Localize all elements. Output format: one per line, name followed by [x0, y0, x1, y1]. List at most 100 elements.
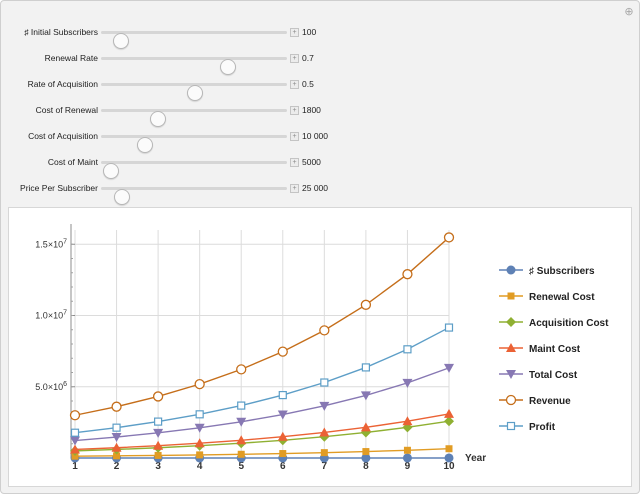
- profit-point: [112, 423, 121, 432]
- x-tick-label: 7: [322, 461, 328, 472]
- maint-cost-point: [402, 416, 413, 426]
- renewal-rate-slider[interactable]: [101, 57, 287, 75]
- revenue-line: [74, 236, 450, 416]
- maint-cost-legend-item: Maint Cost: [499, 343, 581, 355]
- rate-of-acquisition-expand-icon[interactable]: +: [290, 80, 299, 89]
- legend-label: Maint Cost: [529, 344, 581, 355]
- legend-label: ♯ Subscribers: [529, 266, 595, 277]
- cost-of-renewal-label: Cost of Renewal: [35, 105, 98, 115]
- rate-of-acquisition-slider-thumb[interactable]: [187, 85, 203, 101]
- cost-of-renewal-expand-icon[interactable]: +: [290, 106, 299, 115]
- profit-point: [70, 428, 80, 437]
- total-cost-line: [74, 367, 450, 442]
- initial-subscribers-slider-thumb[interactable]: [112, 33, 129, 49]
- revenue-point: [236, 364, 247, 375]
- x-tick-label: 3: [155, 461, 161, 472]
- price-per-subscriber-slider[interactable]: [101, 187, 287, 205]
- maint-cost-point: [236, 435, 247, 445]
- rate-of-acquisition-control: Rate of Acquisition +0.5: [1, 74, 361, 101]
- legend-swatch-marker: [506, 317, 516, 327]
- x-tick-label: 2: [114, 461, 120, 472]
- y-tick-label: 1.5×107: [35, 238, 67, 249]
- rate-of-acquisition-label: Rate of Acquisition: [27, 79, 98, 89]
- total-cost-point: [360, 391, 371, 401]
- initial-subscribers-label: ♯ Initial Subscribers: [24, 27, 98, 37]
- cost-of-acquisition-slider[interactable]: [101, 135, 287, 153]
- maint-cost-series: [70, 408, 454, 454]
- total-cost-point: [319, 401, 330, 411]
- maint-cost-point: [319, 427, 330, 437]
- cost-of-acquisition-expand-icon[interactable]: +: [290, 132, 299, 141]
- x-tick-label: 1: [72, 461, 78, 472]
- rate-of-acquisition-slider[interactable]: [101, 83, 287, 101]
- maint-cost-point: [444, 408, 454, 418]
- total-cost-point: [111, 433, 122, 443]
- renewal-cost-line: [74, 448, 450, 457]
- maint-cost-line: [74, 413, 450, 451]
- revenue-point: [277, 346, 288, 357]
- legend-swatch-marker: [505, 394, 517, 406]
- acquisition-cost-point: [319, 431, 330, 442]
- x-tick-label: 8: [363, 461, 369, 472]
- cost-of-acquisition-label: Cost of Acquisition: [28, 131, 98, 141]
- renewal-cost-legend-item: Renewal Cost: [499, 292, 595, 303]
- cost-of-renewal-value: 1800: [302, 105, 321, 115]
- revenue-point: [360, 299, 372, 310]
- legend-swatch-marker: [506, 370, 516, 379]
- total-cost-legend-item: Total Cost: [499, 370, 578, 381]
- cost-of-maint-label: Cost of Maint: [47, 157, 98, 167]
- renewal-cost-series: [71, 445, 453, 460]
- cost-of-maint-expand-icon[interactable]: +: [290, 158, 299, 167]
- initial-subscribers-slider[interactable]: [101, 31, 287, 49]
- y-tick-label: 5.0×106: [35, 381, 67, 392]
- legend-label: Profit: [529, 422, 556, 433]
- legend-swatch-marker: [506, 265, 516, 275]
- price-per-subscriber-expand-icon[interactable]: +: [290, 184, 299, 193]
- renewal-cost-point: [71, 452, 79, 460]
- rate-of-acquisition-value: 0.5: [302, 79, 314, 89]
- cost-of-maint-slider-thumb[interactable]: [103, 163, 120, 179]
- renewal-rate-slider-thumb[interactable]: [220, 59, 237, 75]
- legend-swatch-marker: [506, 421, 516, 431]
- renewal-cost-point: [362, 448, 370, 456]
- legend-label: Revenue: [529, 396, 571, 407]
- acquisition-cost-point: [444, 416, 454, 427]
- renewal-cost-point: [237, 450, 245, 458]
- renewal-rate-expand-icon[interactable]: +: [290, 54, 299, 63]
- profit-point: [154, 417, 163, 426]
- renewal-cost-point: [113, 452, 121, 460]
- subscribers-point: [361, 453, 371, 463]
- renewal-cost-point: [154, 451, 162, 459]
- initial-subscribers-expand-icon[interactable]: +: [290, 28, 299, 37]
- maint-cost-point: [277, 431, 288, 441]
- plot-area: 5.0×106 1.0×107 1.5×107 1 2 3 4 5 6 7 8 9 10 Year ♯ Su…: [8, 207, 632, 487]
- revenue-legend-item: Revenue: [499, 394, 571, 407]
- options-icon[interactable]: ⊕: [624, 6, 634, 18]
- x-tick-label: 6: [280, 461, 286, 472]
- profit-point: [444, 323, 454, 332]
- cost-of-maint-slider[interactable]: [101, 161, 287, 179]
- cost-of-acquisition-slider-thumb[interactable]: [136, 137, 153, 153]
- total-cost-point: [153, 428, 164, 438]
- renewal-rate-control: Renewal Rate +0.7: [1, 48, 361, 75]
- initial-subscribers-value: 100: [302, 27, 317, 37]
- profit-legend-item: Profit: [499, 421, 556, 433]
- cost-of-renewal-control: Cost of Renewal +1800: [1, 100, 361, 127]
- revenue-series: [69, 232, 455, 421]
- revenue-point: [111, 401, 122, 412]
- profit-point: [361, 363, 370, 372]
- profit-point: [403, 345, 412, 354]
- price-per-subscriber-slider-thumb[interactable]: [114, 189, 131, 205]
- profit-series: [70, 323, 454, 437]
- total-cost-series: [70, 363, 454, 446]
- legend-swatch-marker: [507, 292, 515, 300]
- cost-of-renewal-slider[interactable]: [101, 109, 287, 127]
- legend-label: Renewal Cost: [529, 292, 595, 303]
- renewal-cost-point: [320, 449, 328, 457]
- subscribers-series: [70, 453, 454, 463]
- cost-of-renewal-slider-thumb[interactable]: [149, 111, 166, 127]
- price-per-subscriber-value: 25 000: [302, 183, 328, 193]
- legend-label: Total Cost: [529, 370, 578, 381]
- legend-swatch-marker: [506, 343, 516, 352]
